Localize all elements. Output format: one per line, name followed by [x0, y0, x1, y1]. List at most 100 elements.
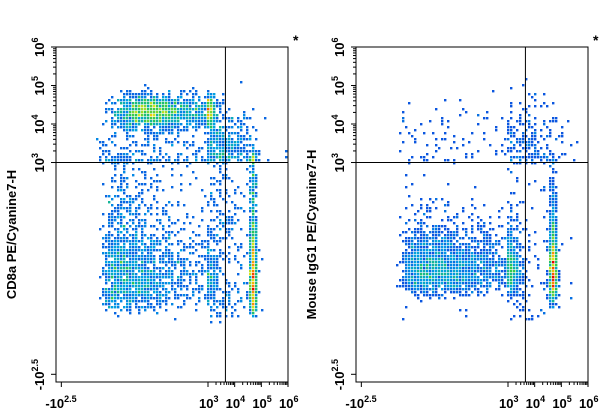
event-dot [123, 99, 126, 102]
event-dot [111, 177, 114, 180]
event-dot [510, 87, 513, 90]
event-dot [243, 147, 246, 150]
event-dot [447, 267, 450, 270]
event-dot [234, 309, 237, 312]
event-dot [255, 237, 258, 240]
event-dot [162, 96, 165, 99]
event-dot [186, 93, 189, 96]
event-dot [174, 264, 177, 267]
x-tick-label: -102.5 [345, 394, 376, 411]
event-dot [447, 120, 450, 123]
event-dot [162, 117, 165, 120]
event-dot [108, 108, 111, 111]
event-dot [198, 117, 201, 120]
event-dot [432, 282, 435, 285]
event-dot [492, 255, 495, 258]
event-dot [549, 300, 552, 303]
event-dot [408, 162, 411, 165]
event-dot [408, 252, 411, 255]
event-dot [468, 282, 471, 285]
event-dot [114, 300, 117, 303]
event-dot [114, 207, 117, 210]
event-dot [141, 90, 144, 93]
event-dot [522, 201, 525, 204]
event-dot [402, 285, 405, 288]
event-dot [177, 219, 180, 222]
event-dot [516, 264, 519, 267]
event-dot [228, 282, 231, 285]
event-dot [249, 225, 252, 228]
y-axis-label: CD8a PE/Cyanine7-H [4, 170, 19, 299]
event-dot [207, 240, 210, 243]
event-dot [201, 117, 204, 120]
event-dot [450, 231, 453, 234]
event-dot [120, 264, 123, 267]
event-dot [405, 252, 408, 255]
event-dot [114, 294, 117, 297]
event-dot [138, 246, 141, 249]
event-dot [225, 216, 228, 219]
event-dot [453, 291, 456, 294]
event-dot [210, 261, 213, 264]
event-dot [474, 279, 477, 282]
event-dot [522, 279, 525, 282]
event-dot [411, 135, 414, 138]
event-dot [102, 153, 105, 156]
event-dot [483, 294, 486, 297]
event-dot [162, 108, 165, 111]
event-dot [120, 201, 123, 204]
event-dot [219, 105, 222, 108]
event-dot [186, 159, 189, 162]
event-dot [111, 255, 114, 258]
event-dot [480, 240, 483, 243]
event-dot [186, 213, 189, 216]
event-dot [156, 135, 159, 138]
event-dot [111, 198, 114, 201]
event-dot [126, 237, 129, 240]
event-dot [426, 159, 429, 162]
event-dot [429, 276, 432, 279]
event-dot [423, 255, 426, 258]
event-dot [129, 99, 132, 102]
event-dot [135, 129, 138, 132]
event-dot [228, 216, 231, 219]
event-dot [135, 150, 138, 153]
event-dot [549, 249, 552, 252]
event-dot [432, 237, 435, 240]
event-dot [168, 156, 171, 159]
event-dot [156, 201, 159, 204]
event-dot [222, 198, 225, 201]
event-dot [114, 219, 117, 222]
event-dot [165, 264, 168, 267]
event-dot [135, 243, 138, 246]
event-dot [210, 198, 213, 201]
event-dot [198, 147, 201, 150]
event-dot [228, 285, 231, 288]
event-dot [114, 144, 117, 147]
event-dot [480, 219, 483, 222]
event-dot [420, 285, 423, 288]
event-dot [426, 237, 429, 240]
event-dot [171, 99, 174, 102]
event-dot [201, 108, 204, 111]
event-dot [129, 306, 132, 309]
event-dot [249, 219, 252, 222]
event-dot [201, 210, 204, 213]
event-dot [516, 273, 519, 276]
event-dot [141, 111, 144, 114]
event-dot [537, 153, 540, 156]
event-dot [507, 252, 510, 255]
event-dot [126, 288, 129, 291]
y-tick-label: 103 [330, 153, 347, 172]
event-dot [156, 240, 159, 243]
event-dot [402, 270, 405, 273]
event-dot [414, 234, 417, 237]
event-dot [411, 261, 414, 264]
event-dot [429, 198, 432, 201]
event-dot [222, 297, 225, 300]
event-dot [186, 117, 189, 120]
event-dot [501, 258, 504, 261]
event-dot [183, 126, 186, 129]
event-dot [192, 153, 195, 156]
event-dot [447, 264, 450, 267]
